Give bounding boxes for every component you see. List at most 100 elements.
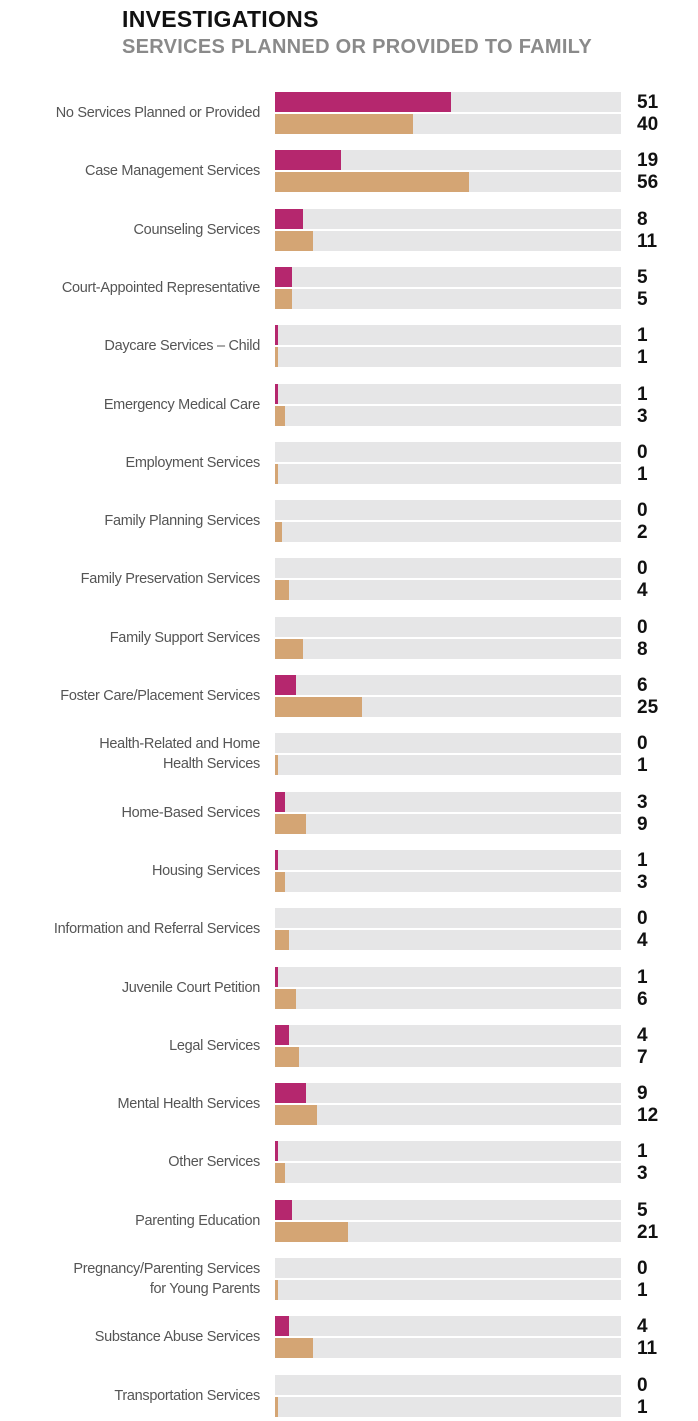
bar	[275, 1105, 317, 1126]
bar-track	[275, 813, 621, 834]
bar-track	[275, 871, 621, 892]
category-label: Legal Services	[169, 1037, 260, 1054]
bar	[275, 405, 286, 426]
category-label: Health-Related and Home Health Services	[99, 736, 260, 773]
value-label: 1	[637, 347, 648, 369]
bar	[275, 675, 296, 695]
bar	[275, 1046, 300, 1067]
category-label: Pregnancy/Parenting Services for Young P…	[73, 1261, 260, 1297]
value-label: 1	[637, 849, 648, 871]
bar-track	[275, 383, 621, 404]
value-label: 11	[637, 1338, 658, 1360]
category-label: Family Support Services	[109, 629, 261, 646]
bar-track	[275, 908, 621, 929]
value-label: 4	[637, 1316, 648, 1338]
value-label: 0	[637, 1374, 648, 1396]
bar	[275, 580, 289, 601]
bar-track	[275, 616, 621, 637]
value-label: 56	[637, 172, 659, 194]
category-label: Case Management Services	[85, 163, 260, 180]
category-label: Foster Care/Placement Services	[60, 688, 260, 704]
value-label: 6	[637, 675, 648, 696]
bar-track	[275, 638, 621, 659]
bar-track	[275, 522, 621, 543]
bar	[275, 1221, 348, 1242]
category-label: Juvenile Court Petition	[121, 979, 260, 996]
value-label: 51	[637, 92, 659, 113]
value-label: 4	[637, 580, 648, 602]
value-label: 40	[637, 114, 659, 135]
category-label: Information and Referral Services	[53, 921, 260, 938]
bar	[275, 114, 414, 134]
category-label: Home-Based Services	[121, 804, 260, 821]
bar-track	[275, 558, 621, 579]
bar	[275, 230, 314, 251]
value-label: 9	[637, 813, 648, 835]
bar-track	[275, 1396, 621, 1417]
bar-track	[275, 675, 621, 695]
value-label: 1	[637, 383, 648, 405]
bar	[275, 325, 279, 346]
bar-track	[275, 580, 621, 601]
bar	[275, 347, 279, 368]
bar-track	[275, 405, 621, 426]
value-label: 25	[637, 697, 659, 718]
bar	[275, 1396, 279, 1417]
value-label: 4	[637, 930, 648, 952]
bar	[275, 1163, 286, 1184]
value-label: 5	[637, 266, 648, 288]
bar-track	[275, 988, 621, 1009]
bar-track	[275, 1338, 621, 1359]
value-label: 21	[637, 1221, 659, 1243]
bar	[275, 1141, 279, 1162]
bar	[275, 1024, 289, 1045]
category-label: Emergency Medical Care	[103, 396, 260, 413]
bar-track	[275, 1221, 621, 1242]
bar	[275, 172, 469, 193]
category-label: Court-Appointed Representative	[61, 279, 260, 296]
bar-track	[275, 1083, 621, 1104]
value-label: 3	[637, 871, 648, 893]
category-label: Other Services	[168, 1154, 260, 1171]
bar-track	[275, 1024, 621, 1045]
bar	[275, 150, 341, 171]
value-label: 1	[637, 755, 648, 777]
value-label: 3	[637, 405, 648, 427]
bar-track	[275, 697, 621, 717]
bar	[275, 1338, 314, 1359]
chart-subtitle: SERVICES PLANNED OR PROVIDED TO FAMILY	[122, 36, 593, 58]
bar-track	[275, 1199, 621, 1220]
bar	[275, 1280, 279, 1300]
value-label: 1	[637, 1280, 648, 1301]
bar	[275, 266, 293, 287]
value-label: 5	[637, 1199, 648, 1221]
value-label: 0	[637, 500, 648, 522]
bar-track	[275, 849, 621, 870]
bar	[275, 383, 279, 404]
bar	[275, 755, 279, 776]
bar	[275, 522, 282, 543]
value-label: 1	[637, 1141, 648, 1163]
bar	[275, 930, 289, 951]
value-label: 3	[637, 791, 648, 813]
bar	[275, 988, 296, 1009]
bar	[275, 966, 279, 987]
bar-track	[275, 755, 621, 776]
value-label: 0	[637, 616, 648, 638]
category-label: Family Preservation Services	[80, 571, 261, 588]
bar-track	[275, 208, 621, 229]
bar-track	[275, 325, 621, 346]
value-label: 1	[637, 966, 648, 988]
value-label: 3	[637, 1163, 648, 1185]
bar	[275, 208, 303, 229]
bar	[275, 849, 279, 870]
bar-track	[275, 347, 621, 368]
bar-track	[275, 150, 621, 171]
category-label: Housing Services	[151, 862, 260, 879]
bar-track	[275, 791, 621, 812]
value-label: 0	[637, 558, 648, 580]
category-label: Mental Health Services	[117, 1096, 261, 1113]
category-label: No Services Planned or Provided	[55, 105, 261, 121]
value-label: 7	[637, 1046, 648, 1068]
value-label: 6	[637, 988, 648, 1010]
